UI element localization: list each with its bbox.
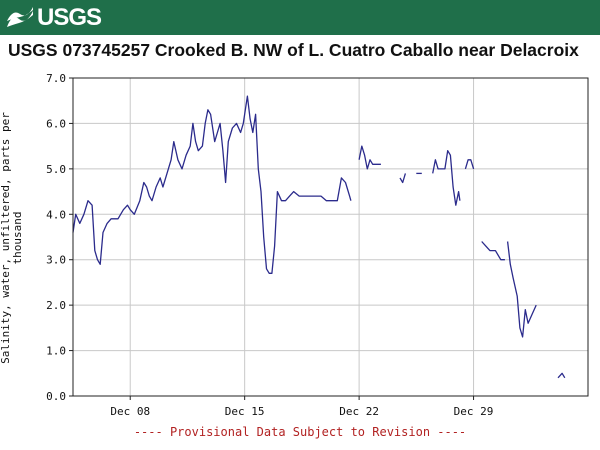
salinity-line-segment — [399, 173, 407, 184]
series-layer — [72, 95, 566, 379]
x-tick-label: Dec 15 — [225, 405, 265, 418]
usgs-logo[interactable]: USGS — [6, 4, 102, 31]
plot-border — [72, 77, 589, 397]
x-tick-label: Dec 22 — [339, 405, 379, 418]
y-tick-label: 2.0 — [46, 299, 66, 312]
salinity-line-segment — [358, 145, 381, 170]
salinity-line-segment — [481, 241, 505, 261]
provisional-data-note: ---- Provisional Data Subject to Revisio… — [133, 425, 467, 439]
y-tick-label: 4.0 — [46, 208, 66, 221]
chart-title: USGS 073745257 Crooked B. NW of L. Cuatr… — [8, 40, 579, 60]
salinity-line-segment — [506, 241, 537, 338]
x-tick-labels: Dec 08 Dec 15 Dec 22 Dec 29 — [110, 405, 493, 418]
y-tick-label: 6.0 — [46, 117, 66, 130]
salinity-line-segment — [72, 95, 352, 274]
plot-frame — [69, 77, 589, 400]
x-tick-label: Dec 08 — [110, 405, 150, 418]
y-tick-labels: 0.0 1.0 2.0 3.0 4.0 5.0 6.0 7.0 — [46, 72, 66, 403]
y-tick-label: 0.0 — [46, 390, 66, 403]
usgs-wave-icon — [7, 7, 33, 27]
salinity-line-segment — [557, 372, 566, 379]
salinity-line-segment — [464, 159, 475, 170]
grid-layer — [73, 78, 588, 396]
salinity-line-segment — [432, 150, 461, 206]
x-tick-label: Dec 29 — [454, 405, 494, 418]
y-tick-label: 3.0 — [46, 254, 66, 267]
usgs-logo-text: USGS — [37, 4, 102, 31]
usgs-header-banner: USGS — [0, 0, 600, 35]
salinity-line-chart: 0.01.02.03.04.05.06.07.0 Dec 08 Dec 15 Dec… — [46, 72, 589, 418]
y-tick-label: 1.0 — [46, 345, 66, 358]
y-tick-label: 7.0 — [46, 72, 66, 85]
y-tick-label: 5.0 — [46, 163, 66, 176]
